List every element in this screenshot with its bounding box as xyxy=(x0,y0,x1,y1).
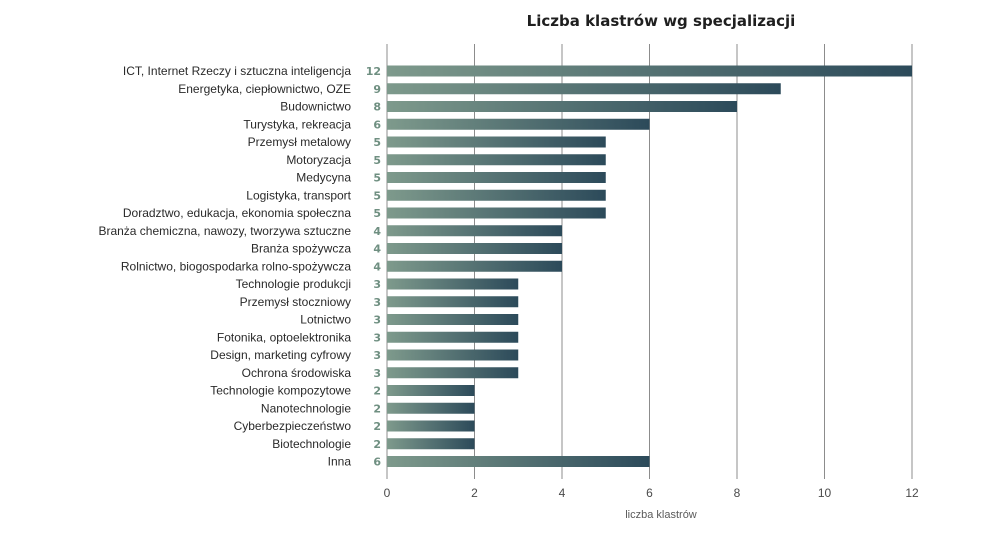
bar xyxy=(387,207,606,219)
category-label: Branża chemiczna, nawozy, tworzywa sztuc… xyxy=(98,224,351,238)
bar xyxy=(387,83,781,95)
data-label: 8 xyxy=(373,101,381,114)
x-tick-label: 6 xyxy=(646,486,653,500)
data-label: 3 xyxy=(373,367,381,380)
category-label: Cyberbezpieczeństwo xyxy=(234,419,352,433)
category-label: Rolnictwo, biogospodarka rolno-spożywcza xyxy=(121,259,351,273)
category-label: Ochrona środowiska xyxy=(242,366,352,380)
data-label: 6 xyxy=(373,118,381,131)
bar xyxy=(387,225,562,237)
data-label: 3 xyxy=(373,314,381,327)
data-label: 2 xyxy=(373,402,381,415)
category-label: Energetyka, ciepłownictwo, OZE xyxy=(178,82,351,96)
bar xyxy=(387,243,562,254)
bar xyxy=(387,367,519,379)
bar xyxy=(387,456,650,467)
category-label: Fotonika, optoelektronika xyxy=(217,330,351,344)
data-label: 2 xyxy=(373,385,381,398)
data-label: 6 xyxy=(373,456,381,469)
bar xyxy=(387,189,606,201)
data-label: 5 xyxy=(373,189,381,202)
category-label: Technologie kompozytowe xyxy=(210,384,351,398)
bar xyxy=(387,438,475,450)
x-tick-label: 4 xyxy=(559,486,566,500)
x-tick-label: 8 xyxy=(734,486,741,500)
x-axis-label: liczba klastrów xyxy=(625,509,697,521)
category-label: Nanotechnologie xyxy=(261,401,351,415)
data-label: 3 xyxy=(373,331,381,344)
bar xyxy=(387,260,562,272)
category-label: Design, marketing cyfrowy xyxy=(210,348,351,362)
category-label: Budownictwo xyxy=(280,100,351,114)
category-label: Lotnictwo xyxy=(300,313,351,327)
data-label: 12 xyxy=(366,65,381,78)
x-tick-label: 12 xyxy=(905,486,919,500)
data-label: 5 xyxy=(373,207,381,220)
category-label: Logistyka, transport xyxy=(246,188,351,202)
bar xyxy=(387,420,475,432)
bar xyxy=(387,136,606,148)
data-label: 2 xyxy=(373,438,381,451)
bar xyxy=(387,65,912,77)
data-label: 3 xyxy=(373,349,381,362)
category-labels: ICT, Internet Rzeczy i sztuczna intelige… xyxy=(98,64,351,469)
data-label: 3 xyxy=(373,296,381,309)
category-label: Medycyna xyxy=(296,171,351,185)
category-label: Doradztwo, edukacja, ekonomia społeczna xyxy=(123,206,351,220)
x-axis-ticks: 0 2 4 6 8 10 12 xyxy=(384,486,919,500)
data-label: 5 xyxy=(373,154,381,167)
data-label: 9 xyxy=(373,83,381,96)
bar xyxy=(387,349,519,361)
category-label: Biotechnologie xyxy=(272,437,351,451)
bar xyxy=(387,118,650,130)
chart-title: Liczba klastrów wg specjalizacji xyxy=(527,12,796,30)
bar xyxy=(387,402,475,414)
category-label: Turystyka, rekreacja xyxy=(243,117,351,131)
bar xyxy=(387,331,519,343)
x-tick-label: 0 xyxy=(384,486,391,500)
bar xyxy=(387,385,475,396)
x-tick-label: 10 xyxy=(818,486,832,500)
data-label: 5 xyxy=(373,136,381,149)
value-labels: 12 9 8 6 5 5 5 5 5 4 4 4 3 3 3 3 3 3 2 2 2 2 6 xyxy=(366,65,382,469)
bar xyxy=(387,172,606,183)
bar xyxy=(387,296,519,308)
data-label: 4 xyxy=(373,225,381,238)
data-label: 4 xyxy=(373,260,381,273)
bar xyxy=(387,314,519,325)
x-tick-label: 2 xyxy=(471,486,478,500)
data-label: 5 xyxy=(373,172,381,185)
data-label: 3 xyxy=(373,278,381,291)
bar xyxy=(387,154,606,166)
category-label: Przemysł stoczniowy xyxy=(240,295,351,309)
category-label: Branża spożywcza xyxy=(251,242,351,256)
category-label: Technologie produkcji xyxy=(236,277,351,291)
bar xyxy=(387,101,737,112)
data-label: 4 xyxy=(373,243,381,256)
category-label: Przemysł metalowy xyxy=(248,135,351,149)
category-label: Inna xyxy=(328,455,352,469)
bars xyxy=(387,65,912,467)
bar xyxy=(387,278,519,290)
category-label: Motoryzacja xyxy=(286,153,351,167)
category-label: ICT, Internet Rzeczy i sztuczna intelige… xyxy=(123,64,351,78)
data-label: 2 xyxy=(373,420,381,433)
